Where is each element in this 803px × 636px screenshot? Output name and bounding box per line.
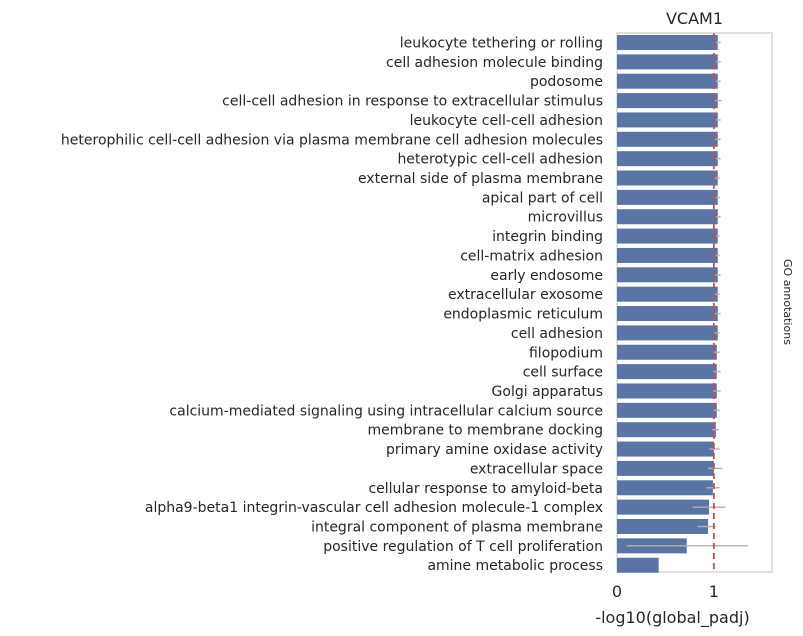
bar — [617, 557, 659, 573]
category-label: integral component of plasma membrane — [311, 520, 603, 536]
category-label: integrin binding — [492, 229, 603, 245]
category-label: cell adhesion — [511, 326, 603, 342]
x-tick-label: 1 — [709, 582, 719, 601]
category-label: primary amine oxidase activity — [386, 442, 603, 458]
bar — [617, 344, 717, 360]
category-label: leukocyte tethering or rolling — [400, 36, 603, 52]
category-label: podosome — [530, 74, 603, 90]
category-label: Golgi apparatus — [492, 384, 603, 400]
category-label: cell surface — [523, 365, 603, 381]
category-label: early endosome — [490, 268, 603, 284]
chart-title: VCAM1 — [666, 9, 723, 28]
category-label: heterophilic cell-cell adhesion via plas… — [61, 132, 603, 148]
category-label: microvillus — [528, 210, 603, 226]
bar — [617, 247, 718, 263]
bar — [617, 306, 718, 322]
bar — [617, 35, 718, 50]
bar — [617, 499, 710, 515]
category-label: endoplasmic reticulum — [443, 307, 603, 323]
category-label: extracellular space — [470, 461, 603, 477]
category-label: leukocyte cell-cell adhesion — [410, 113, 603, 129]
plot-frame — [616, 32, 773, 573]
bar — [617, 422, 716, 438]
category-label: alpha9-beta1 integrin-vascular cell adhe… — [145, 500, 603, 516]
x-axis-label: -log10(global_padj) — [595, 608, 749, 628]
category-label: calcium-mediated signaling using intrace… — [169, 403, 603, 419]
category-label: apical part of cell — [482, 190, 603, 206]
side-annotation-label: GO annotations — [781, 259, 794, 345]
category-label: positive regulation of T cell proliferat… — [323, 539, 603, 555]
bar — [617, 267, 718, 283]
bar — [617, 73, 718, 89]
category-label: external side of plasma membrane — [358, 171, 603, 187]
errorbars-layer — [626, 41, 748, 547]
bar — [617, 54, 718, 70]
bar — [617, 519, 709, 534]
bar — [617, 112, 718, 128]
bar — [617, 402, 717, 418]
bar — [617, 93, 718, 109]
bar — [617, 131, 718, 147]
category-label: cell-matrix adhesion — [460, 248, 603, 264]
bar — [617, 151, 718, 167]
category-label: cell adhesion molecule binding — [386, 55, 603, 71]
category-labels: leukocyte tethering or rolling cell adhes… — [61, 36, 603, 575]
category-label: filopodium — [529, 345, 603, 361]
bar — [617, 325, 718, 341]
bar — [617, 460, 714, 476]
bar — [617, 480, 713, 496]
category-label: amine metabolic process — [427, 558, 603, 574]
category-label: cell-cell adhesion in response to extrac… — [222, 94, 603, 110]
category-label: extracellular exosome — [448, 287, 603, 303]
bar — [617, 441, 714, 457]
bars-layer — [617, 35, 718, 573]
bar — [617, 364, 717, 380]
bar — [617, 286, 718, 302]
bar — [617, 170, 718, 186]
x-tick-label: 0 — [612, 582, 622, 601]
category-label: cellular response to amyloid-beta — [368, 481, 603, 497]
bar — [617, 228, 718, 244]
category-label: heterotypic cell-cell adhesion — [397, 152, 603, 168]
bar — [617, 209, 718, 225]
bar — [617, 189, 718, 205]
category-label: membrane to membrane docking — [367, 423, 603, 439]
bar — [617, 383, 717, 399]
